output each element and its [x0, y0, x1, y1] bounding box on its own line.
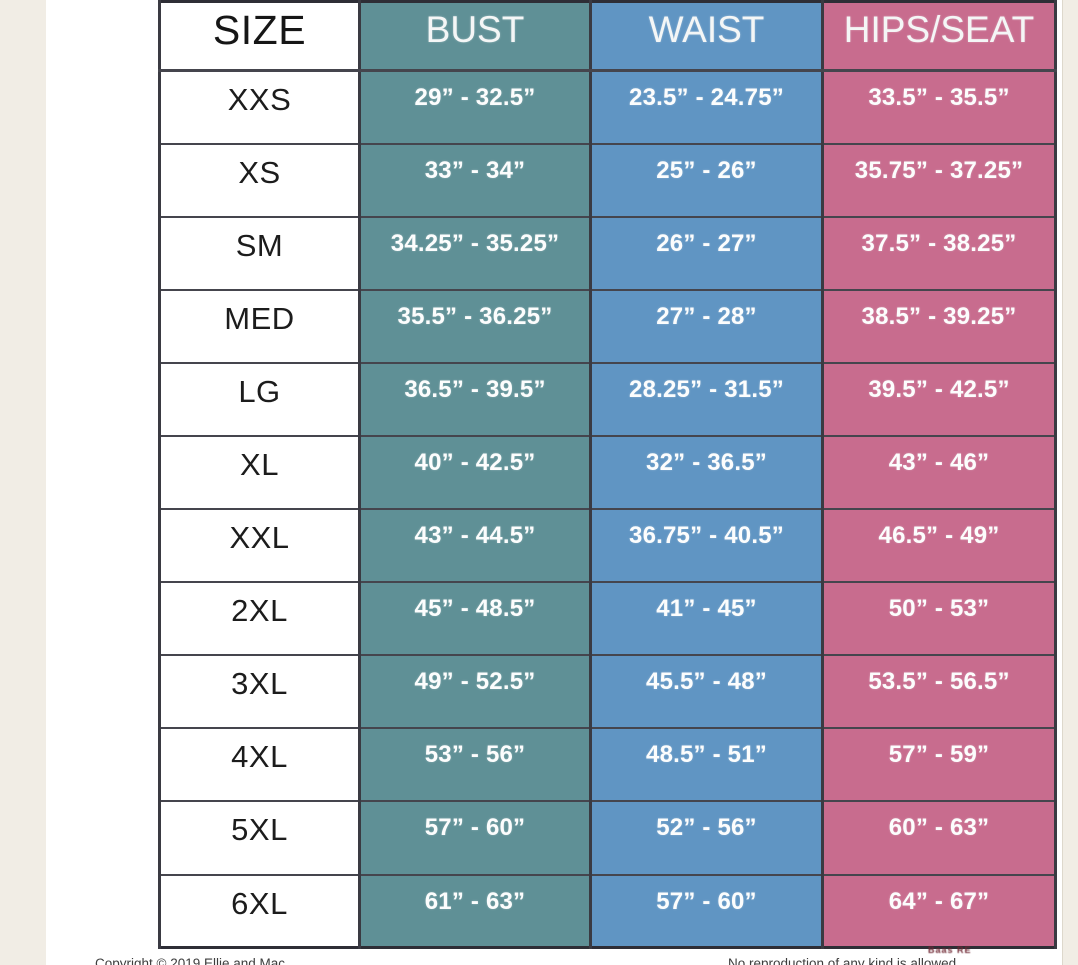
size-chart-sheet: SIZE BUST WAIST HIPS/SEAT XXS 29” - 32.5…: [46, 0, 1063, 965]
hips-value: 38.5” - 39.25”: [821, 288, 1057, 364]
bust-value: 53” - 56”: [358, 727, 592, 803]
size-label: 3XL: [158, 654, 361, 730]
bust-value: 36.5” - 39.5”: [358, 361, 592, 437]
bust-value: 34.25” - 35.25”: [358, 215, 592, 291]
header-bust: BUST: [358, 0, 592, 72]
hips-value: 39.5” - 42.5”: [821, 361, 1057, 437]
row-2xl: 2XL 45” - 48.5” 41” - 45” 50” - 53”: [158, 581, 1057, 657]
row-sm: SM 34.25” - 35.25” 26” - 27” 37.5” - 38.…: [158, 215, 1057, 291]
size-label: XL: [158, 434, 361, 511]
row-3xl: 3XL 49” - 52.5” 45.5” - 48” 53.5” - 56.5…: [158, 654, 1057, 730]
waist-value: 32” - 36.5”: [589, 434, 824, 511]
waist-value: 48.5” - 51”: [589, 727, 824, 803]
hips-value: 57” - 59”: [821, 727, 1057, 803]
waist-value: 52” - 56”: [589, 800, 824, 876]
row-5xl: 5XL 57” - 60” 52” - 56” 60” - 63”: [158, 800, 1057, 876]
row-lg: LG 36.5” - 39.5” 28.25” - 31.5” 39.5” - …: [158, 361, 1057, 437]
watermark: Baas RE: [928, 945, 972, 955]
row-xxs: XXS 29” - 32.5” 23.5” - 24.75” 33.5” - 3…: [158, 69, 1057, 145]
bust-value: 61” - 63”: [358, 873, 592, 949]
reproduction-notice: No reproduction of any kind is allowed: [728, 956, 957, 965]
hips-value: 46.5” - 49”: [821, 508, 1057, 584]
bust-value: 57” - 60”: [358, 800, 592, 876]
size-label: 2XL: [158, 581, 361, 657]
hips-value: 60” - 63”: [821, 800, 1057, 876]
hips-value: 50” - 53”: [821, 581, 1057, 657]
hips-value: 43” - 46”: [821, 434, 1057, 511]
waist-value: 27” - 28”: [589, 288, 824, 364]
row-6xl: 6XL 61” - 63” 57” - 60” 64” - 67”: [158, 873, 1057, 949]
size-label: 6XL: [158, 873, 361, 949]
waist-value: 45.5” - 48”: [589, 654, 824, 730]
bust-value: 45” - 48.5”: [358, 581, 592, 657]
bust-value: 43” - 44.5”: [358, 508, 592, 584]
bust-value: 33” - 34”: [358, 142, 592, 218]
hips-value: 35.75” - 37.25”: [821, 142, 1057, 218]
row-xl: XL 40” - 42.5” 32” - 36.5” 43” - 46”: [158, 434, 1057, 511]
waist-value: 57” - 60”: [589, 873, 824, 949]
copyright-text: Copyright © 2019 Ellie and Mac: [95, 956, 286, 965]
waist-value: 25” - 26”: [589, 142, 824, 218]
waist-value: 41” - 45”: [589, 581, 824, 657]
hips-value: 33.5” - 35.5”: [821, 69, 1057, 145]
waist-value: 26” - 27”: [589, 215, 824, 291]
hips-value: 64” - 67”: [821, 873, 1057, 949]
row-4xl: 4XL 53” - 56” 48.5” - 51” 57” - 59”: [158, 727, 1057, 803]
waist-value: 36.75” - 40.5”: [589, 508, 824, 584]
row-med: MED 35.5” - 36.25” 27” - 28” 38.5” - 39.…: [158, 288, 1057, 364]
hips-value: 37.5” - 38.25”: [821, 215, 1057, 291]
header-size: SIZE: [158, 0, 361, 72]
size-chart-table: SIZE BUST WAIST HIPS/SEAT XXS 29” - 32.5…: [158, 0, 1057, 950]
size-label: 5XL: [158, 800, 361, 876]
size-label: SM: [158, 215, 361, 291]
bust-value: 35.5” - 36.25”: [358, 288, 592, 364]
bust-value: 29” - 32.5”: [358, 69, 592, 145]
header-row: SIZE BUST WAIST HIPS/SEAT: [158, 0, 1057, 72]
size-label: XXL: [158, 508, 361, 584]
bust-value: 40” - 42.5”: [358, 434, 592, 511]
waist-value: 23.5” - 24.75”: [589, 69, 824, 145]
header-hips-seat: HIPS/SEAT: [821, 0, 1057, 72]
size-label: XS: [158, 142, 361, 218]
row-xxl: XXL 43” - 44.5” 36.75” - 40.5” 46.5” - 4…: [158, 508, 1057, 584]
header-waist: WAIST: [589, 0, 824, 72]
size-label: LG: [158, 361, 361, 437]
size-label: XXS: [158, 69, 361, 145]
waist-value: 28.25” - 31.5”: [589, 361, 824, 437]
size-label: MED: [158, 288, 361, 364]
hips-value: 53.5” - 56.5”: [821, 654, 1057, 730]
bust-value: 49” - 52.5”: [358, 654, 592, 730]
row-xs: XS 33” - 34” 25” - 26” 35.75” - 37.25”: [158, 142, 1057, 218]
size-label: 4XL: [158, 727, 361, 803]
